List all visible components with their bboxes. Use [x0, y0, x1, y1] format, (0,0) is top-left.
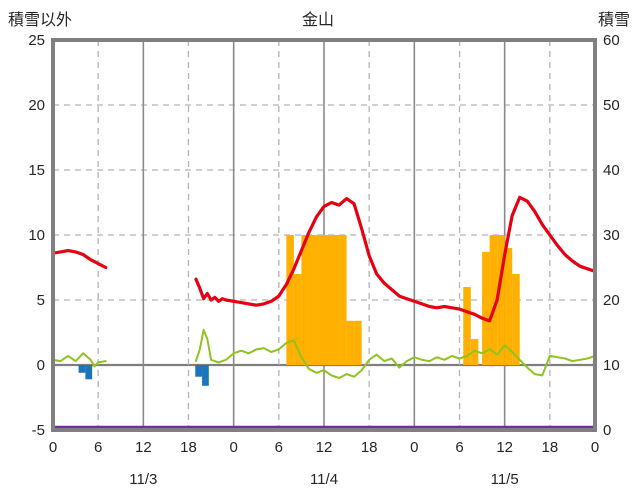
date-label: 11/3	[129, 471, 157, 488]
date-label: 11/5	[491, 471, 519, 488]
orange-bars	[346, 320, 355, 365]
left-axis-tick: 25	[28, 32, 45, 49]
left-axis-tick: 10	[28, 227, 45, 244]
blue-bars	[78, 365, 86, 373]
date-label: 11/4	[310, 471, 338, 488]
x-axis-tick: 12	[135, 439, 152, 456]
x-axis-tick: 0	[410, 439, 418, 456]
left-axis-tick: -5	[32, 422, 45, 439]
x-axis-tick: 18	[180, 439, 197, 456]
orange-bars	[316, 235, 324, 365]
orange-bars	[293, 274, 302, 365]
left-axis-tick: 15	[28, 162, 45, 179]
right-axis-tick: 40	[603, 162, 620, 179]
x-axis-tick: 0	[49, 439, 57, 456]
green-line	[52, 352, 107, 368]
x-axis-tick: 18	[541, 439, 558, 456]
orange-bars	[497, 235, 505, 365]
chart-title: 金山	[301, 12, 334, 29]
orange-bars	[489, 235, 498, 365]
x-axis-tick: 0	[591, 439, 599, 456]
right-axis-tick: 50	[603, 97, 620, 114]
right-axis-tick: 30	[603, 227, 620, 244]
orange-bars	[354, 320, 362, 365]
right-axis-tick: 0	[603, 422, 611, 439]
orange-bars	[301, 235, 309, 365]
x-axis-tick: 0	[229, 439, 237, 456]
left-axis-tick: 0	[37, 357, 45, 374]
orange-bars	[463, 287, 471, 365]
blue-bars	[202, 365, 209, 386]
x-axis-tick: 18	[361, 439, 378, 456]
x-axis-tick: 6	[275, 439, 283, 456]
right-axis-tick: 60	[603, 32, 620, 49]
green-line	[195, 328, 596, 379]
x-axis-tick: 6	[455, 439, 463, 456]
right-axis-tick: 20	[603, 292, 620, 309]
blue-bars	[85, 365, 93, 380]
red-line	[194, 195, 597, 323]
red-line	[51, 249, 108, 270]
orange-bars	[339, 235, 347, 365]
orange-bars	[470, 339, 479, 365]
orange-bars	[504, 248, 513, 365]
left-axis-title: 積雪以外	[8, 12, 73, 29]
orange-bars	[308, 235, 317, 365]
left-axis-tick: 20	[28, 97, 45, 114]
orange-bars	[482, 251, 490, 365]
orange-bars	[512, 274, 520, 365]
x-axis-tick: 12	[316, 439, 333, 456]
x-axis-tick: 6	[94, 439, 102, 456]
plot-frame	[51, 38, 597, 432]
right-axis-title: 積雪	[597, 12, 630, 29]
blue-bars	[195, 365, 203, 377]
left-axis-tick: 5	[37, 292, 45, 309]
orange-bars	[331, 235, 340, 365]
right-axis-tick: 10	[603, 357, 620, 374]
orange-bars	[324, 235, 332, 365]
orange-bars	[286, 235, 294, 365]
x-axis-tick: 12	[496, 439, 513, 456]
